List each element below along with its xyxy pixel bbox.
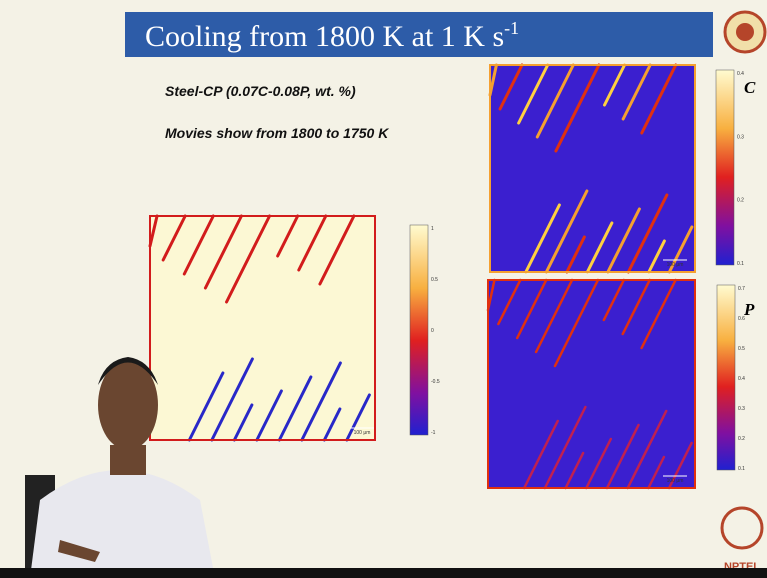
colorbar-tick-label: 0.1 bbox=[738, 466, 745, 472]
scale-bar-label: 100 μm bbox=[667, 478, 684, 484]
colorbar bbox=[716, 70, 734, 265]
scale-bar-label: 100 μm bbox=[667, 262, 684, 268]
institute-logo-center bbox=[736, 23, 754, 41]
page: Cooling from 1800 K at 1 K s-1 Steel-CP … bbox=[0, 0, 767, 578]
colorbar-tick-label: 0.1 bbox=[737, 261, 744, 267]
colorbar-tick-label: -0.5 bbox=[431, 379, 440, 385]
carbon-map-image bbox=[490, 65, 695, 272]
slide: Cooling from 1800 K at 1 K s-1 Steel-CP … bbox=[0, 0, 767, 578]
colorbar-tick-label: 0.5 bbox=[431, 277, 438, 283]
colorbar bbox=[717, 285, 735, 470]
phase-field-image bbox=[150, 216, 375, 440]
colorbar-tick-label: 0.4 bbox=[738, 376, 745, 382]
colorbar-tick-label: -1 bbox=[431, 430, 436, 436]
colorbar-tick-label: 1 bbox=[431, 226, 434, 232]
colorbar-tick-label: 0.7 bbox=[738, 286, 745, 292]
bottom-bar bbox=[0, 568, 767, 578]
colorbar-tick-label: 0.3 bbox=[738, 406, 745, 412]
colorbar-tick-label: 0.4 bbox=[737, 71, 744, 77]
note: Movies show from 1800 to 1750 K bbox=[165, 125, 389, 141]
colorbar-tick-label: 0.6 bbox=[738, 316, 745, 322]
colorbar-tick-label: 0.3 bbox=[737, 134, 744, 140]
panel-label: C bbox=[744, 78, 756, 97]
colorbar-tick-label: 0.2 bbox=[738, 436, 745, 442]
colorbar-tick-label: 0.5 bbox=[738, 346, 745, 352]
colorbar-tick-label: 0.2 bbox=[737, 198, 744, 204]
subtitle: Steel-CP (0.07C-0.08P, wt. %) bbox=[165, 83, 356, 99]
colorbar-tick-label: 0 bbox=[431, 328, 434, 334]
colorbar bbox=[410, 225, 428, 435]
title: Cooling from 1800 K at 1 K s-1 bbox=[145, 18, 519, 53]
phosphorus-map-image bbox=[488, 280, 695, 488]
scale-bar-label: 100 μm bbox=[354, 430, 371, 436]
